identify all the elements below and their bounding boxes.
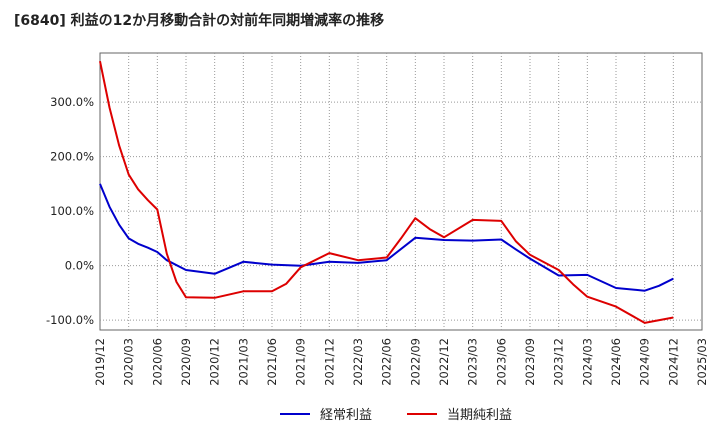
x-tick-label: 2021/09 [294,338,308,386]
x-tick-label: 2022/09 [408,338,422,386]
x-tick-label: 2025/03 [695,338,709,386]
legend-label-net-income: 当期純利益 [447,408,512,423]
x-tick-label: 2019/12 [93,338,107,386]
y-tick-label: 300.0% [50,95,94,109]
plot-area [99,52,703,331]
y-tick-label: 100.0% [50,204,94,218]
x-tick-label: 2023/12 [552,338,566,386]
chart-title: [6840] 利益の12か月移動合計の対前年同期増減率の推移 [14,13,385,29]
series-line-net-income [99,60,674,324]
x-tick-label: 2021/03 [236,338,250,386]
x-tick-label: 2022/03 [351,338,365,386]
x-tick-label: 2024/09 [638,338,652,386]
x-tick-label: 2023/09 [523,338,537,386]
y-tick-label: -100.0% [46,313,94,327]
x-tick-label: 2021/06 [265,338,279,386]
x-tick-label: 2021/12 [322,338,336,386]
x-tick-label: 2020/12 [208,338,222,386]
x-tick-label: 2023/03 [466,338,480,386]
y-tick-label: 0.0% [65,259,94,273]
x-tick-label: 2023/06 [494,338,508,386]
x-tick-label: 2024/12 [666,338,680,386]
x-tick-label: 2020/03 [122,338,136,386]
x-tick-label: 2024/06 [609,338,623,386]
x-tick-label: 2020/06 [150,338,164,386]
x-tick-label: 2022/12 [437,338,451,386]
x-tick-label: 2022/06 [380,338,394,386]
x-tick-label: 2024/03 [580,338,594,386]
series-line-ordinary-profit [99,183,674,292]
x-tick-label: 2020/09 [179,338,193,386]
legend-label-ordinary-profit: 経常利益 [320,408,372,423]
y-tick-label: 200.0% [50,150,94,164]
